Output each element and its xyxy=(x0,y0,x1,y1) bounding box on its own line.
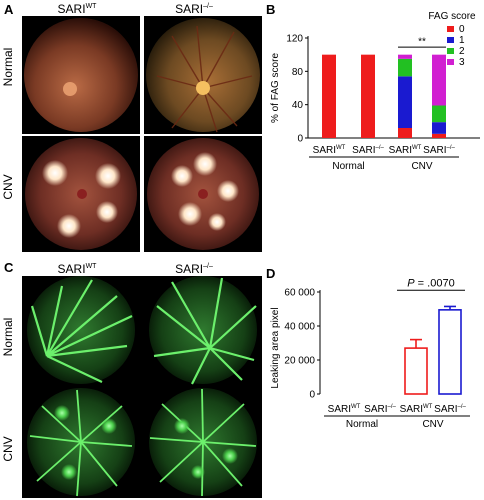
bar-segment-score-1 xyxy=(398,76,412,128)
col-label: SARI xyxy=(175,262,204,276)
fundus-wt-normal xyxy=(24,18,138,132)
panel-c-col-ko: SARI–/– xyxy=(139,262,249,276)
y-axis-label: Leaking area pixel xyxy=(270,307,281,388)
y-tick-label: 80 xyxy=(292,67,304,78)
legend-label: 2 xyxy=(459,46,465,57)
col-sup: –/– xyxy=(203,263,213,270)
legend-label: 0 xyxy=(459,24,465,35)
bar-segment-score-0 xyxy=(361,54,375,138)
y-axis-label: % of FAG score xyxy=(270,53,281,123)
x-tick-label: SARI–/– xyxy=(423,145,455,156)
panel-a-row-cnv: CNV xyxy=(1,174,15,200)
legend-swatch-2 xyxy=(447,48,454,54)
panel-a-col-ko: SARI–/– xyxy=(139,2,249,16)
panel-c-row-cnv: CNV xyxy=(1,436,15,462)
panel-c-col-wt: SARIWT xyxy=(22,262,132,276)
panel-c-row-normal: Normal xyxy=(1,317,15,357)
panel-letter-a: A xyxy=(4,2,14,17)
group-label: CNV xyxy=(411,161,432,172)
bar-segment-score-0 xyxy=(322,54,336,138)
y-tick-label: 0 xyxy=(297,134,303,145)
panel-a-images xyxy=(22,16,262,252)
y-tick-label: 120 xyxy=(286,34,303,45)
panel-letter-b: B xyxy=(266,2,276,17)
col-label: SARI xyxy=(57,2,86,16)
panel-c-images xyxy=(22,276,262,498)
x-tick-label: SARIWT xyxy=(400,404,433,415)
x-tick-label: SARI–/– xyxy=(364,404,396,415)
angiogram-ko-normal xyxy=(149,276,257,384)
x-tick-label: SARI–/– xyxy=(352,145,384,156)
y-tick-label: 0 xyxy=(309,390,315,401)
bar-segment-score-1 xyxy=(432,122,446,134)
y-tick-label: 40 000 xyxy=(284,322,315,333)
x-tick-label: SARIWT xyxy=(389,145,422,156)
angiogram-wt-normal xyxy=(27,276,135,384)
col-sup: WT xyxy=(85,3,97,10)
bar-segment-score-3 xyxy=(398,54,412,59)
legend-swatch-0 xyxy=(447,26,454,32)
panel-letter-d: D xyxy=(266,266,276,281)
significance-label: ** xyxy=(418,36,426,47)
bar xyxy=(438,309,462,395)
group-label: CNV xyxy=(422,419,443,430)
bar-segment-score-0 xyxy=(432,133,446,138)
y-tick-label: 20 000 xyxy=(284,356,315,367)
x-tick-label: SARIWT xyxy=(328,404,361,415)
x-tick-label: SARI–/– xyxy=(434,404,466,415)
group-label: Normal xyxy=(346,419,378,430)
bar-segment-score-2 xyxy=(432,105,446,123)
y-tick-label: 40 xyxy=(292,100,304,111)
group-label: Normal xyxy=(332,161,364,172)
col-sup: –/– xyxy=(203,3,213,10)
legend-swatch-3 xyxy=(447,59,454,65)
legend-title: FAG score xyxy=(428,11,476,22)
panel-a-col-wt: SARIWT xyxy=(22,2,132,16)
y-tick-label: 60 000 xyxy=(284,288,315,299)
bar xyxy=(404,347,428,395)
x-tick-label: SARIWT xyxy=(313,145,346,156)
legend-swatch-1 xyxy=(447,37,454,43)
panel-a-row-normal: Normal xyxy=(1,47,15,87)
bar-segment-score-3 xyxy=(432,54,446,106)
fundus-ko-normal xyxy=(146,18,260,132)
col-label: SARI xyxy=(175,2,204,16)
p-value-label: P = .0070 xyxy=(407,277,454,289)
bar-segment-score-0 xyxy=(398,128,412,138)
col-label: SARI xyxy=(57,262,86,276)
legend-label: 3 xyxy=(459,57,465,68)
bar-segment-score-2 xyxy=(398,58,412,77)
legend-label: 1 xyxy=(459,35,465,46)
panel-letter-c: C xyxy=(4,260,14,275)
col-sup: WT xyxy=(85,263,97,270)
